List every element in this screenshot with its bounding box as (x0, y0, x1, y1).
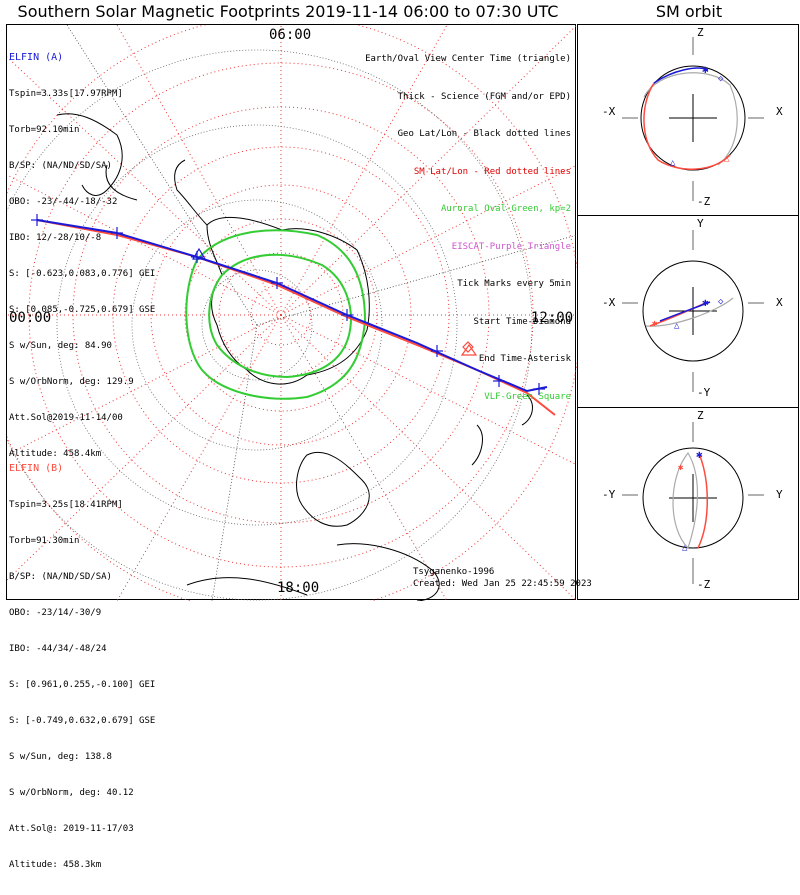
elfin-b-line: Tspin=3.25s[18.41RPM] (9, 500, 123, 510)
svg-text:◇: ◇ (718, 297, 724, 307)
elfin-b-line: OBO: -23/14/-30/9 (9, 608, 102, 618)
elfin-b-line: S: [-0.749,0.632,0.679] GSE (9, 716, 156, 726)
elfin-b-line: S: [0.961,0.255,-0.100] GEI (9, 680, 156, 690)
legend-entry: Start Time-Diamond (473, 316, 571, 327)
axis-bottom: -Z (697, 195, 711, 208)
orbit-track-blue (653, 67, 709, 84)
svg-text:△: △ (724, 154, 730, 164)
footprint-map: 06:00 00:00 12:00 18:00 ELFIN (A) Tspin=… (6, 24, 592, 870)
svg-text:✱: ✱ (696, 448, 703, 461)
elfin-a-line: S: [0.085,-0.725,0.679] GSE (9, 305, 156, 315)
elfin-a-tick-marks (31, 214, 545, 395)
elfin-b-line: S w/Sun, deg: 138.8 (9, 752, 112, 762)
orbit-panel-title: SM orbit (655, 2, 723, 21)
legend-entry: End Time-Asterisk (478, 354, 571, 364)
axis-left: -X (602, 296, 616, 309)
legend-entry: Geo Lat/Lon - Black dotted lines (397, 129, 571, 139)
elfin-a-line: IBO: 12/-28/10/-8 (9, 233, 102, 243)
polar-map-svg (7, 25, 577, 601)
axis-left: -Y (602, 488, 616, 501)
orbit-panel-yz: ✱ ✱ △ Z -Z -Y Y (577, 407, 799, 600)
elfin-a-info: ELFIN (A) Tspin=3.33s[17.97RPM] Torb=92.… (9, 28, 155, 484)
orbit-panel-xy: ✱ ◇ △ ✱ Y -Y -X X (577, 215, 799, 408)
auroral-oval (185, 229, 367, 400)
elfin-a-view-center-triangle (191, 247, 207, 260)
map-legend: Earth/Oval View Center Time (triangle) T… (365, 28, 571, 428)
axis-top: Z (697, 26, 704, 39)
svg-text:◇: ◇ (718, 74, 724, 84)
mlt-label-left: 00:00 (9, 310, 52, 326)
axis-top: Y (697, 217, 704, 230)
svg-text:✱: ✱ (652, 319, 658, 329)
elfin-a-line: B/SP: (NA/ND/SD/SA) (9, 161, 112, 171)
legend-entry: Auroral Oval-Green, kp=2 (440, 204, 571, 214)
orbit-track-red (697, 455, 708, 549)
geo-longitude-lines (66, 25, 577, 601)
mlt-label-right: 12:00 (531, 310, 574, 326)
elfin-a-line: Torb=92.10min (9, 125, 80, 135)
coastlines (56, 113, 533, 601)
svg-text:△: △ (682, 543, 688, 553)
axis-left: -X (602, 105, 616, 118)
elfin-b-info: ELFIN (B) Tspin=3.25s[18.41RPM] Torb=91.… (9, 439, 155, 895)
svg-text:✱: ✱ (702, 63, 709, 76)
elfin-b-title: ELFIN (B) (9, 463, 64, 474)
orbit-track-gray (645, 297, 734, 327)
axis-bottom: -Z (697, 578, 711, 591)
orbit-track-blue (659, 301, 711, 322)
legend-entry: SM Lat/Lon - Red dotted lines (413, 166, 571, 177)
legend-entry: Thick - Science (FGM and/or EPD) (397, 91, 571, 102)
orbit-track-gray (643, 72, 738, 166)
legend-entry: Earth/Oval View Center Time (triangle) (365, 54, 571, 64)
elfin-a-line: OBO: -23/-44/-18/-32 (9, 197, 118, 207)
orbit-track-red (643, 82, 731, 170)
svg-text:△: △ (674, 321, 680, 331)
geo-latitude-circles (7, 49, 533, 601)
mlt-label-top: 06:00 (269, 27, 312, 43)
elfin-a-line: Altitude: 458.4km (9, 449, 102, 459)
axis-right: X (776, 105, 783, 118)
axis-bottom: -Y (697, 386, 711, 399)
elfin-b-start-diamond (462, 341, 474, 353)
svg-text:✱: ✱ (678, 463, 684, 473)
elfin-a-line: S: [-0.623,0.083,0.776] GEI (9, 269, 156, 279)
elfin-a-line: S w/Sun, deg: 84.90 (9, 341, 112, 351)
elfin-a-line: Att.Sol@2019-11-14/00 (9, 413, 123, 423)
elfin-b-line: B/SP: (NA/ND/SD/SA) (9, 572, 112, 582)
elfin-b-line: Torb=91.30min (9, 536, 80, 546)
legend-entry: Tick Marks every 5min (457, 279, 571, 289)
elfin-b-line: Altitude: 458.3km (9, 860, 102, 870)
elfin-a-line: Tspin=3.33s[17.97RPM] (9, 89, 123, 99)
credit: Tsyganenko-1996 (413, 567, 495, 577)
axis-top: Z (697, 409, 704, 422)
svg-text:△: △ (670, 158, 676, 168)
elfin-a-line: S w/OrbNorm, deg: 129.9 (9, 377, 134, 387)
elfin-b-line: S w/OrbNorm, deg: 40.12 (9, 788, 134, 798)
elfin-b-line: Att.Sol@: 2019-11-17/03 (9, 824, 134, 834)
axis-right: Y (776, 488, 783, 501)
legend-entry: VLF-Green Square (484, 391, 571, 402)
created-timestamp: Created: Wed Jan 25 22:45:59 2023 (413, 579, 592, 589)
elfin-b-line: IBO: -44/34/-48/24 (9, 644, 107, 654)
elfin-a-title: ELFIN (A) (9, 52, 64, 63)
mlt-label-bottom: 18:00 (277, 580, 320, 596)
orbit-track-gray (672, 451, 699, 550)
orbit-panel-xz: ✱ ◇ △ △ Z -Z -X X (577, 24, 799, 216)
plot-title: Southern Solar Magnetic Footprints 2019-… (17, 2, 559, 21)
axis-right: X (776, 296, 783, 309)
legend-entry: EISCAT-Purple Triangle (451, 241, 571, 252)
svg-text:✱: ✱ (702, 296, 709, 309)
